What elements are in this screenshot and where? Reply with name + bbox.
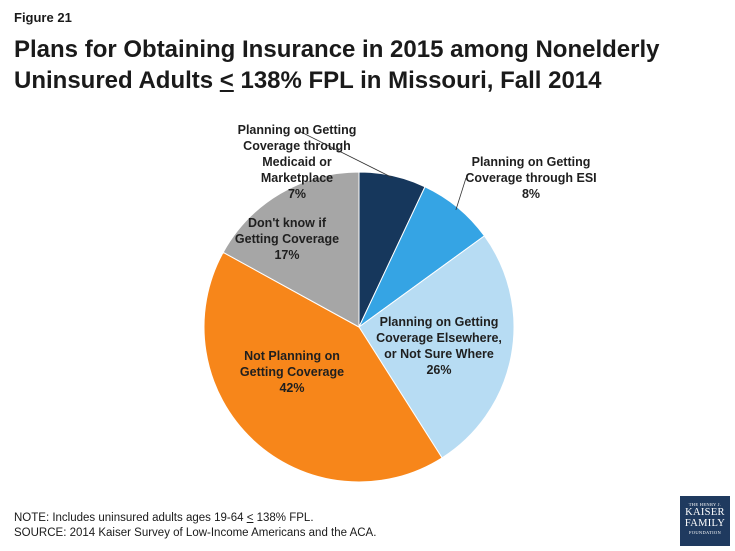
slice-label-line: Don't know if bbox=[248, 216, 326, 230]
slice-label-line: Planning on Getting bbox=[471, 155, 591, 169]
chart-notes: NOTE: Includes uninsured adults ages 19-… bbox=[14, 511, 376, 541]
logo-line-3: FAMILY bbox=[684, 518, 726, 529]
slice-percent-esi: 8% bbox=[521, 187, 541, 201]
pie-slice-dont-know bbox=[222, 171, 360, 328]
slice-percent-dont-know: 17% bbox=[274, 248, 300, 262]
source-line: SOURCE: 2014 Kaiser Survey of Low-Income… bbox=[14, 527, 377, 539]
slice-label-elsewhere-not-sure: Planning on Getting Coverage Elsewhere, or… bbox=[360, 314, 518, 378]
title-line-1: Plans for Obtaining Insurance in 2015 am… bbox=[14, 36, 660, 63]
slice-label-line: Coverage Elsewhere, bbox=[376, 331, 502, 345]
slice-label-line: Medicaid or bbox=[262, 155, 332, 169]
slice-label-line: or Not Sure Where bbox=[384, 347, 494, 361]
logo-line-2: KAISER bbox=[685, 507, 725, 518]
title-line-2-pre: Uninsured Adults bbox=[14, 67, 220, 94]
slice-label-dont-know: Don't know if Getting Coverage 17% bbox=[228, 215, 346, 263]
slice-label-line: Planning on Getting bbox=[237, 123, 357, 137]
slice-label-line: Not Planning on bbox=[244, 349, 340, 363]
slice-percent-medicaid-marketplace: 7% bbox=[287, 187, 307, 201]
kff-logo: THE HENRY J. KAISER FAMILY FOUNDATION bbox=[680, 496, 730, 546]
slice-label-line: Getting Coverage bbox=[239, 365, 345, 379]
slice-label-line: Getting Coverage bbox=[234, 232, 340, 246]
slice-label-line: Coverage through bbox=[243, 139, 351, 153]
note-line: NOTE: Includes uninsured adults ages 19-… bbox=[14, 511, 376, 526]
slice-label-medicaid-marketplace: Planning on Getting Coverage through Medic… bbox=[235, 122, 359, 202]
slice-label-line: Planning on Getting bbox=[379, 315, 499, 329]
logo-line-4: FOUNDATION bbox=[689, 530, 721, 535]
slice-label-line: Coverage through ESI bbox=[465, 171, 597, 185]
title-lte-symbol: < bbox=[219, 67, 234, 94]
note-lte-symbol: < bbox=[246, 512, 254, 524]
chart-title: Plans for Obtaining Insurance in 2015 am… bbox=[14, 34, 714, 96]
figure-label: Figure 21 bbox=[14, 10, 72, 25]
note-pre: NOTE: Includes uninsured adults ages 19-… bbox=[14, 512, 247, 524]
logo-line-1: THE HENRY J. bbox=[688, 502, 722, 507]
leader-line-esi bbox=[455, 177, 467, 211]
title-line-2-post: 138% FPL in Missouri, Fall 2014 bbox=[233, 67, 602, 94]
note-post: 138% FPL. bbox=[253, 512, 314, 524]
pie-slice-elsewhere-not-sure bbox=[358, 235, 515, 459]
slice-percent-elsewhere-not-sure: 26% bbox=[426, 363, 452, 377]
title-line-2: Uninsured Adults < 138% FPL in Missouri,… bbox=[14, 65, 714, 96]
slice-percent-not-planning: 42% bbox=[279, 381, 305, 395]
leader-line-medicaid-marketplace bbox=[296, 131, 393, 179]
slice-label-line: Marketplace bbox=[260, 171, 334, 185]
slice-label-not-planning: Not Planning on Getting Coverage 42% bbox=[226, 348, 358, 396]
pie-slice-not-planning bbox=[203, 251, 443, 483]
slice-label-esi: Planning on Getting Coverage through ESI 8… bbox=[456, 154, 606, 202]
